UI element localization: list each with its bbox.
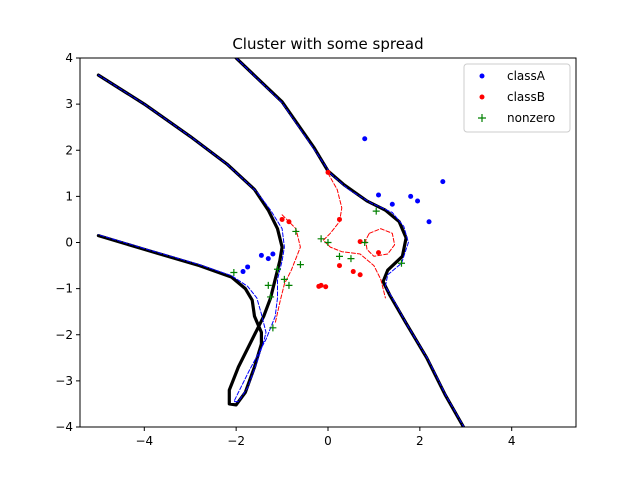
legend-box (463, 63, 571, 133)
nonzero-point-12 (230, 268, 238, 276)
nonzero-point-7 (296, 261, 304, 269)
classA-point-10 (245, 264, 251, 270)
nonzero-point-14 (269, 324, 277, 332)
margin-1-curve-1 (235, 58, 465, 427)
classA-point-2 (376, 192, 382, 198)
classB-point-3 (336, 216, 342, 222)
margin-2-curve-2 (365, 228, 396, 257)
nonzero-point-0 (372, 207, 380, 215)
classB-point-8 (357, 272, 363, 278)
nonzero-point-3 (324, 239, 332, 246)
data-layer (96, 58, 466, 427)
classA-point-3 (408, 193, 414, 199)
legend-marker-nonzero (478, 114, 486, 122)
legend-marker-classB (479, 94, 485, 100)
nonzero-point-9 (264, 281, 272, 289)
y-tick-label: −2 (55, 328, 73, 342)
legend-label-nonzero: nonzero (507, 111, 555, 125)
classB-point-5 (376, 250, 382, 256)
y-tick-label: −3 (55, 374, 73, 388)
y-tick-label: −1 (55, 282, 73, 296)
nonzero-point-10 (285, 281, 293, 289)
classA-point-0 (362, 136, 368, 142)
margin-2-curve-1 (322, 172, 386, 299)
x-tick-label: −2 (227, 434, 245, 448)
classA-point-7 (270, 251, 276, 257)
classB-point-4 (357, 239, 363, 245)
classB-point-0 (325, 169, 331, 175)
plot-area: −4 −2 0 2 4 −4 −3 −2 −1 0 1 2 3 4 classA classB nonzero (55, 51, 577, 448)
classA-point-11 (240, 269, 246, 275)
nonzero-point-4 (361, 239, 369, 246)
classA-point-4 (415, 198, 421, 204)
nonzero-point-1 (292, 227, 300, 235)
y-tick-label: −4 (55, 420, 73, 434)
y-tick-label: 0 (65, 236, 73, 250)
nonzero-point-11 (267, 293, 275, 301)
classB-point-11 (316, 283, 322, 289)
chart-title: Cluster with some spread (232, 35, 423, 53)
y-tick-label: 4 (65, 51, 73, 65)
nonzero-point-6 (347, 255, 355, 263)
x-tick-label: 4 (508, 434, 516, 448)
classB-point-7 (350, 269, 356, 275)
nonzero-point-5 (335, 252, 343, 260)
nonzero-point-2 (317, 235, 325, 243)
margin-1-curve-0 (97, 74, 285, 403)
classB-point-10 (323, 284, 329, 290)
x-tick-label: 2 (416, 434, 424, 448)
x-tick-label: 0 (324, 434, 332, 448)
legend-label-classA: classA (507, 69, 546, 83)
y-tick-label: 2 (65, 143, 73, 157)
classB-point-6 (336, 263, 342, 269)
classA-point-8 (258, 252, 264, 258)
y-tick-label: 1 (65, 189, 73, 203)
legend-marker-classA (479, 73, 485, 79)
legend-label-classB: classB (507, 90, 545, 104)
classA-point-5 (389, 201, 395, 207)
nonzero-point-13 (397, 259, 405, 267)
classB-point-2 (286, 219, 292, 225)
decision-boundary-curve-0 (96, 73, 284, 407)
classA-point-6 (426, 219, 432, 225)
classB-point-1 (279, 216, 285, 222)
x-tick-label: −4 (135, 434, 153, 448)
nonzero-point-8 (273, 265, 281, 273)
classA-point-9 (265, 256, 271, 262)
classA-point-1 (440, 179, 446, 185)
nonzero-point-15 (280, 275, 288, 283)
y-tick-label: 3 (65, 97, 73, 111)
